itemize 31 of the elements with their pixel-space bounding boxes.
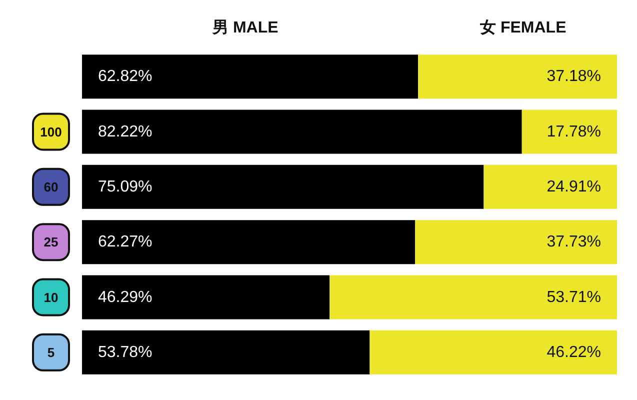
bar	[415, 220, 617, 264]
data-label: 62.27%	[98, 234, 152, 251]
data-label: 17.78%	[546, 123, 601, 140]
data-label: 46.29%	[98, 288, 152, 306]
bar	[82, 275, 330, 320]
bar	[82, 220, 416, 264]
data-label: 62.82%	[98, 68, 152, 86]
bar	[330, 275, 617, 320]
y-tick-label: 100	[40, 124, 62, 140]
bar	[484, 164, 617, 209]
bar	[82, 164, 484, 209]
y-tick-label: 60	[44, 179, 58, 194]
data-label: 46.22%	[546, 344, 601, 361]
series-label: 男 MALE	[212, 20, 279, 36]
bar	[370, 330, 617, 374]
bar	[522, 110, 617, 154]
data-label: 53.71%	[546, 288, 601, 306]
data-label: 53.78%	[98, 344, 152, 361]
data-label: 82.22%	[98, 123, 152, 140]
bar	[418, 54, 617, 99]
y-tick-label: 25	[44, 234, 58, 250]
y-tick-label: 5	[47, 344, 55, 360]
data-label: 37.18%	[546, 68, 601, 86]
bar	[82, 110, 522, 154]
data-label: 75.09%	[98, 178, 152, 196]
data-label: 37.73%	[546, 234, 601, 251]
y-tick-label: 10	[44, 290, 58, 305]
data-label: 24.91%	[546, 178, 601, 196]
series-label: 女 FEMALE	[479, 18, 567, 36]
bar	[82, 330, 370, 374]
bar	[82, 54, 418, 99]
